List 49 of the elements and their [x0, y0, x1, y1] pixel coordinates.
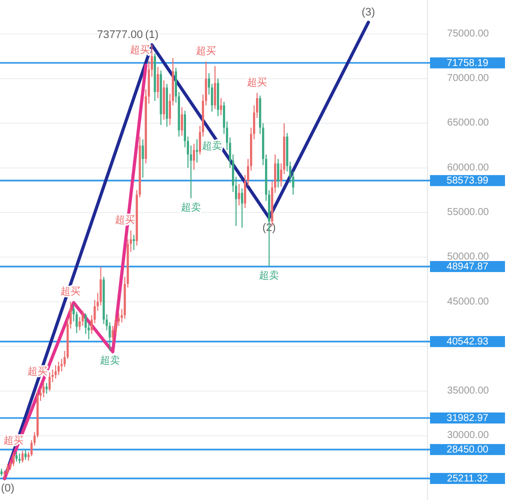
- ref-line-label: 25211.32: [447, 473, 488, 484]
- candlestick: [12, 452, 15, 467]
- candlestick: [15, 451, 18, 462]
- y-tick-label: 50000.00: [447, 252, 490, 263]
- y-tick-label: 60000.00: [447, 162, 490, 174]
- candlestick: [42, 382, 45, 398]
- y-tick-label: 70000.00: [447, 73, 490, 84]
- candlestick: [82, 310, 84, 326]
- candlestick: [132, 234, 135, 250]
- candlestick: [277, 158, 280, 188]
- candlestick: [48, 372, 51, 392]
- candlestick: [156, 66, 159, 99]
- candlestick: [220, 98, 222, 116]
- y-tick-label: 65000.00: [447, 118, 490, 129]
- ref-line-label: 71758.19: [446, 58, 489, 69]
- candlestick: [6, 464, 9, 475]
- ref-line-label: 31982.97: [446, 413, 489, 424]
- candlestick: [192, 143, 196, 170]
- candlestick: [46, 382, 48, 394]
- y-tick-label: 55000.00: [447, 207, 490, 218]
- y-tick-label: 45000.00: [447, 296, 490, 308]
- candlestick: [58, 361, 60, 376]
- candlestick: [240, 188, 244, 228]
- candlestick: [54, 364, 57, 380]
- candlestick: [24, 450, 27, 460]
- annotation: (0): [1, 482, 14, 495]
- data-label: 73777.00: [96, 28, 143, 41]
- y-tick-label: 75000.00: [447, 28, 490, 40]
- text: 超买: [247, 77, 268, 88]
- ref-line-label: 58573.99: [446, 176, 489, 187]
- annotation: (3): [362, 6, 376, 18]
- ref-line-label: 48947.87: [446, 262, 489, 273]
- y-tick-label: 35000.00: [447, 386, 490, 397]
- text: 超卖: [100, 355, 120, 366]
- line-series: [2, 64, 148, 480]
- candlestick: [196, 138, 198, 163]
- candlestick: [21, 450, 24, 463]
- text: 超卖: [259, 270, 280, 282]
- text: 超卖: [180, 202, 201, 214]
- y-tick-label: 30000.00: [447, 430, 490, 442]
- text: 超买: [196, 46, 216, 58]
- candlestick: [142, 138, 144, 178]
- ref-line-label: 40542.93: [446, 336, 489, 348]
- text: 超买: [4, 435, 24, 446]
- ref-line-label: 28450.00: [446, 444, 489, 456]
- candlestick: [180, 106, 184, 136]
- candlestick: [214, 66, 216, 110]
- text: 超买: [28, 366, 48, 378]
- annotation: (1): [145, 28, 159, 41]
